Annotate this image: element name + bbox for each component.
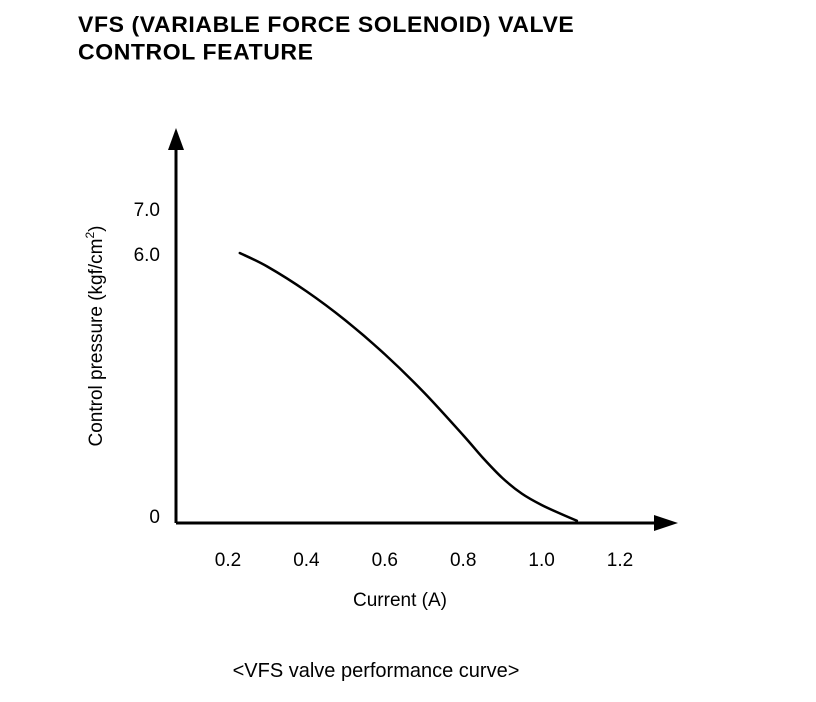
chart-title-line-1: VFS (VARIABLE FORCE SOLENOID) VALVE <box>78 11 575 38</box>
x-axis-label: Current (A) <box>353 590 447 611</box>
y-tick-label: 7.0 <box>134 200 160 221</box>
x-tick-label: 1.0 <box>528 550 554 571</box>
y-axis-label-superscript: 2 <box>83 232 97 239</box>
chart-axes <box>168 128 678 531</box>
x-tick-label: 0.8 <box>450 550 476 571</box>
chart-caption: <VFS valve performance curve> <box>232 660 520 682</box>
y-axis-label-main: Control pressure (kgf/cm <box>86 239 107 447</box>
y-axis-label-close: ) <box>86 225 107 231</box>
x-tick-label: 1.2 <box>607 550 633 571</box>
chart-ticks: 0.2 0.4 0.6 0.8 1.0 1.2 0 6.0 7.0 <box>134 200 634 571</box>
x-tick-label: 0.2 <box>215 550 241 571</box>
chart-title: VFS (VARIABLE FORCE SOLENOID) VALVE CONT… <box>78 11 574 66</box>
chart-title-line-2: CONTROL FEATURE <box>78 38 314 65</box>
x-axis-arrow <box>654 515 678 531</box>
y-axis-label: Control pressure (kgf/cm2) <box>83 225 107 446</box>
y-tick-label: 0 <box>149 507 160 528</box>
y-tick-label: 6.0 <box>134 245 160 266</box>
y-axis-arrow <box>168 128 184 150</box>
x-tick-label: 0.6 <box>372 550 398 571</box>
x-tick-label: 0.4 <box>293 550 320 571</box>
chart-plot-area <box>238 251 579 522</box>
series-line-0 <box>238 251 579 522</box>
